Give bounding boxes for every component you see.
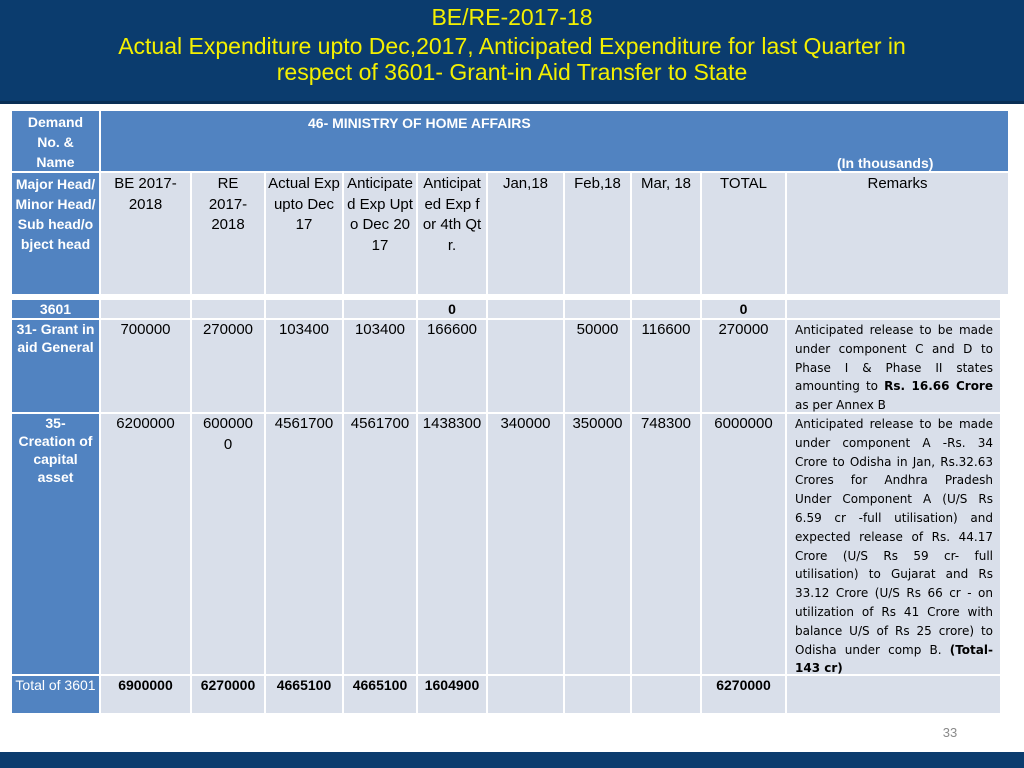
- units-label: (In thousands): [837, 155, 934, 171]
- row-3601-remarks: [787, 300, 1000, 318]
- col-remarks: Remarks: [787, 173, 1008, 294]
- row-3601-anticipated-q4: 0: [418, 300, 486, 318]
- row-3601-actual: [266, 300, 342, 318]
- row-3601-mar: [632, 300, 700, 318]
- col-total: TOTAL: [702, 173, 785, 294]
- row-35-remarks: Anticipated release to be made under com…: [787, 414, 1000, 674]
- row-35-feb: 350000: [565, 414, 630, 674]
- title-banner: BE/RE-2017-18 Actual Expenditure upto De…: [0, 0, 1024, 104]
- row-31-be: 700000: [101, 320, 190, 412]
- row-35-mar: 748300: [632, 414, 700, 674]
- demand-header: Demand No. & Name: [27, 114, 84, 170]
- row-31-mar: 116600: [632, 320, 700, 412]
- row-31-feb: 50000: [565, 320, 630, 412]
- row-3601-re: [192, 300, 264, 318]
- row-31-remarks: Anticipated release to be made under com…: [787, 320, 1000, 412]
- row-total-anticipated-q4: 1604900: [418, 676, 486, 713]
- col-feb: Feb,18: [565, 173, 630, 294]
- row-total-total: 6270000: [702, 676, 785, 713]
- row-total-actual: 4665100: [266, 676, 342, 713]
- row-31-jan: [488, 320, 563, 412]
- row-35-be: 6200000: [101, 414, 190, 674]
- row-3601-head: 3601: [12, 300, 99, 318]
- row-35-anticipated-upto: 4561700: [344, 414, 416, 674]
- row-31-anticipated-upto: 103400: [344, 320, 416, 412]
- row-31-head: 31- Grant in aid General: [12, 320, 99, 412]
- col-anticipated-upto: Anticipated Exp Upto Dec 2017: [344, 173, 416, 294]
- ministry-header-cell: 46- MINISTRY OF HOME AFFAIRS (In thousan…: [101, 111, 1008, 171]
- row-3601-feb: [565, 300, 630, 318]
- row-31-anticipated-q4: 166600: [418, 320, 486, 412]
- row-3601-total: 0: [702, 300, 785, 318]
- row-31-total: 270000: [702, 320, 785, 412]
- title-line-3: respect of 3601- Grant-in Aid Transfer t…: [276, 59, 748, 85]
- title-line-2: Actual Expenditure upto Dec,2017, Antici…: [118, 33, 906, 59]
- row-total-anticipated-upto: 4665100: [344, 676, 416, 713]
- row-31-actual: 103400: [266, 320, 342, 412]
- col-actual: Actual Exp upto Dec 17: [266, 173, 342, 294]
- col-mar: Mar, 18: [632, 173, 700, 294]
- row-total-jan: [488, 676, 563, 713]
- header-divider: [0, 101, 1024, 104]
- row-3601-jan: [488, 300, 563, 318]
- ministry-title: 46- MINISTRY OF HOME AFFAIRS: [308, 115, 531, 131]
- row-total-mar: [632, 676, 700, 713]
- bottom-band: [0, 752, 1024, 768]
- row-total-feb: [565, 676, 630, 713]
- row-total-head: Total of 3601: [12, 676, 99, 713]
- row-35-head: 35- Creation of capital asset: [12, 414, 99, 674]
- row-35-re: 6000000: [192, 414, 264, 674]
- demand-header-cell: Demand No. & Name: [12, 111, 99, 171]
- major-head-header: Major Head/Minor Head/Sub head/object he…: [12, 173, 99, 294]
- col-anticipated-q4: Anticipated Exp for 4th Qtr.: [418, 173, 486, 294]
- col-re: RE 2017-2018: [192, 173, 264, 294]
- row-total-re: 6270000: [192, 676, 264, 713]
- row-3601-anticipated-upto: [344, 300, 416, 318]
- row-35-anticipated-q4: 1438300: [418, 414, 486, 674]
- col-be: BE 2017-2018: [101, 173, 190, 294]
- row-35-total: 6000000: [702, 414, 785, 674]
- col-jan: Jan,18: [488, 173, 563, 294]
- row-31-re: 270000: [192, 320, 264, 412]
- title-line-1: BE/RE-2017-18: [431, 4, 593, 30]
- row-35-actual: 4561700: [266, 414, 342, 674]
- row-total-remarks: [787, 676, 1000, 713]
- page-number: 33: [942, 725, 958, 740]
- row-3601-be: [101, 300, 190, 318]
- row-total-be: 6900000: [101, 676, 190, 713]
- row-35-jan: 340000: [488, 414, 563, 674]
